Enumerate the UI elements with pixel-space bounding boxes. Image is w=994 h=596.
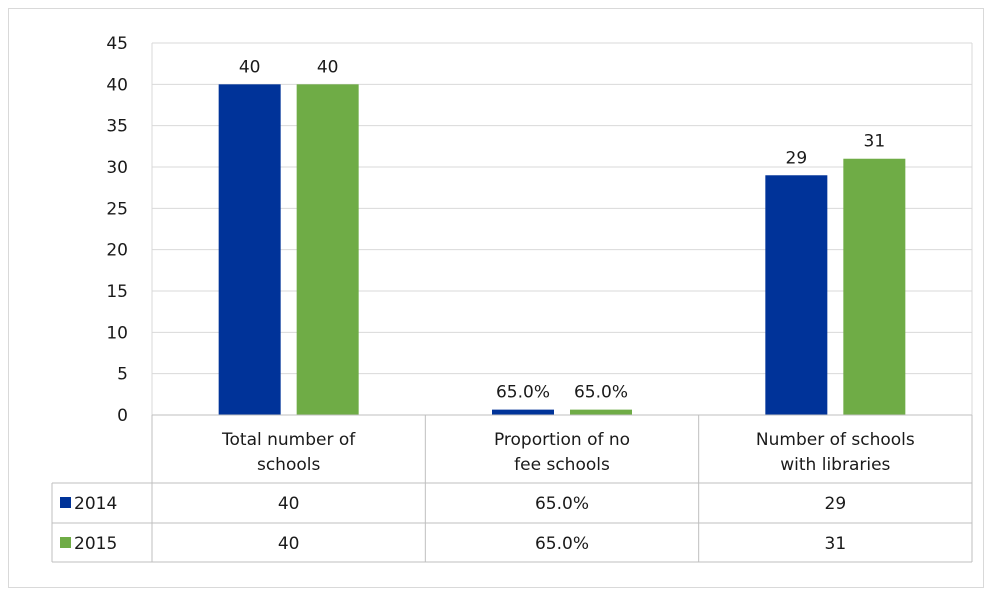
category-label: with libraries [780,455,890,475]
data-label: 65.0% [496,383,550,403]
bars [218,84,906,415]
y-tick-label: 0 [117,406,128,426]
legend-swatch-2014 [60,497,71,508]
y-tick-label: 10 [106,323,128,343]
y-tick-label: 20 [106,241,128,261]
data-label: 29 [786,148,808,168]
legend-swatch-2015 [60,537,71,548]
y-tick-label: 45 [106,34,128,54]
data-labels: 40 65.0% 29 40 65.0% 31 [239,57,885,402]
y-tick-label: 35 [106,117,128,137]
y-tick-label: 25 [106,199,128,219]
bar-2014-0 [218,84,281,415]
data-label: 31 [864,132,886,152]
table-cell: 29 [825,494,847,514]
legend-label: 2015 [74,534,117,554]
table-cell: 40 [278,494,300,514]
bar-2015-1 [570,409,632,415]
category-label: schools [257,455,321,475]
category-label: Number of schools [756,430,915,450]
category-label: Total number of [221,430,356,450]
category-label: fee schools [514,455,610,475]
bar-2014-2 [765,175,828,415]
data-label: 40 [239,57,261,77]
data-label: 40 [317,57,339,77]
bar-2014-1 [492,409,554,415]
bar-2015-0 [296,84,359,415]
data-table: Total number of schools Proportion of no fe… [51,414,973,563]
table-cell: 40 [278,534,300,554]
table-cell: 31 [825,534,847,554]
y-tick-label: 40 [106,75,128,95]
y-axis: 0 5 10 15 20 25 30 35 40 45 [106,34,128,426]
table-cell: 65.0% [535,534,589,554]
category-label: Proportion of no [494,430,630,450]
grid-lines [151,42,973,415]
table-cell: 65.0% [535,494,589,514]
y-tick-label: 30 [106,158,128,178]
legend-label: 2014 [74,494,117,514]
bar-2015-2 [843,158,906,415]
data-label: 65.0% [574,383,628,403]
y-tick-label: 15 [106,282,128,302]
y-tick-label: 5 [117,365,128,385]
